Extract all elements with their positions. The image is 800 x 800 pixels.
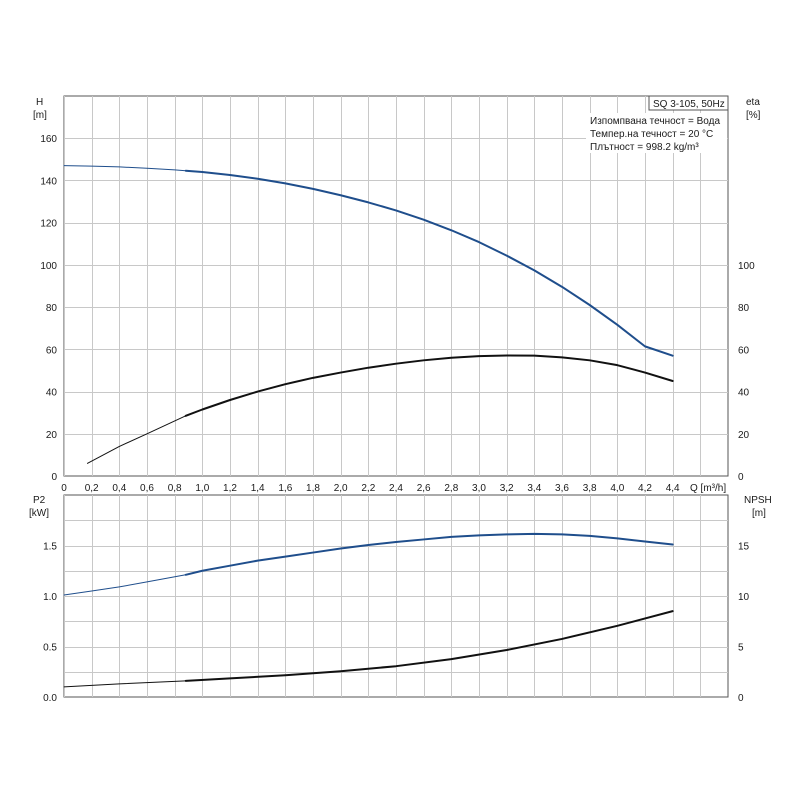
top-gridlines	[64, 96, 728, 476]
temperature-note: Темпер.на течност = 20 °C	[590, 129, 713, 140]
power-curve	[184, 532, 674, 576]
x-tick-label: 1,8	[306, 483, 320, 494]
info-backdrop	[586, 113, 727, 153]
p2-tick-label: 1.5	[43, 542, 57, 553]
npsh-axis-unit: [m]	[752, 508, 766, 519]
bottom-series	[63, 532, 674, 688]
top-right-tick-labels: 0 20 40 60 80 100	[738, 261, 755, 483]
x-tick-label: 3,0	[472, 483, 486, 494]
x-tick-label: 2,0	[334, 483, 348, 494]
x-tick-label: 4,4	[666, 483, 680, 494]
x-tick-label: 1,0	[195, 483, 209, 494]
x-tick-label: 2,4	[389, 483, 403, 494]
x-tick-label: 3,4	[527, 483, 541, 494]
bottom-right-tick-labels: 0 5 10 15	[738, 542, 750, 705]
x-tick-label: 2,6	[417, 483, 431, 494]
bottom-plot: 0.0 0.5 1.0 1.5 0 5 10 15 P2 [kW] NPSH [m]	[29, 494, 772, 705]
h-axis-label: H	[36, 97, 43, 108]
p2-tick-label: 0.5	[43, 643, 57, 654]
h-tick-label: 160	[40, 134, 57, 145]
power-curve-extended	[63, 574, 187, 596]
eta-axis-unit: [%]	[746, 110, 761, 121]
title-box	[648, 95, 729, 111]
h-tick-label: 140	[40, 176, 57, 187]
x-tick-label: 1,6	[278, 483, 292, 494]
top-plot: 0 0,2 0,4 0,6 0,8 1,0 1,2 1,4 1,6 1,8 2,0 2,2 2,4 2,6…	[33, 95, 761, 494]
p2-axis-label: P2	[33, 495, 46, 506]
top-series	[63, 165, 674, 464]
x-tick-label: 2,8	[444, 483, 458, 494]
head-curve	[184, 169, 674, 357]
h-tick-label: 80	[46, 303, 58, 314]
x-tick-label: 3,6	[555, 483, 569, 494]
x-tick-label: 4,2	[638, 483, 652, 494]
eta-tick-label: 100	[738, 261, 755, 272]
x-tick-label: 2,2	[361, 483, 375, 494]
npsh-axis-label: NPSH	[744, 495, 772, 506]
chart-title: SQ 3-105, 50Hz	[653, 99, 725, 110]
top-left-tick-labels: 0 20 40 60 80 100 120 140 160	[40, 134, 57, 483]
eta-axis-label: eta	[746, 97, 760, 108]
npsh-tick-label: 10	[738, 592, 750, 603]
x-tick-label: 0,8	[168, 483, 182, 494]
x-tick-label: 0,4	[112, 483, 126, 494]
h-axis-unit: [m]	[33, 110, 47, 121]
x-tick-label: 3,8	[583, 483, 597, 494]
efficiency-curve-extended	[87, 415, 187, 464]
eta-tick-label: 80	[738, 303, 750, 314]
p2-tick-label: 1.0	[43, 592, 57, 603]
head-curve-extended	[63, 165, 187, 172]
npsh-curve-extended	[63, 680, 187, 688]
x-tick-label: 0,6	[140, 483, 154, 494]
x-tick-label: 1,4	[251, 483, 265, 494]
q-axis-label: Q [m³/h]	[690, 483, 726, 494]
x-tick-label: 4,0	[610, 483, 624, 494]
bottom-left-tick-labels: 0.0 0.5 1.0 1.5	[43, 542, 57, 705]
npsh-tick-label: 15	[738, 542, 750, 553]
bottom-gridlines	[64, 495, 728, 697]
h-tick-label: 60	[46, 345, 58, 356]
top-x-tick-labels: 0 0,2 0,4 0,6 0,8 1,0 1,2 1,4 1,6 1,8 2,0 2,2 2,4 2,6…	[61, 483, 680, 494]
h-tick-label: 20	[46, 430, 58, 441]
npsh-curve	[184, 610, 674, 682]
x-tick-label: 3,2	[500, 483, 514, 494]
h-tick-label: 120	[40, 219, 57, 230]
efficiency-curve	[184, 354, 674, 417]
p2-axis-unit: [kW]	[29, 508, 49, 519]
eta-tick-label: 60	[738, 345, 750, 356]
npsh-tick-label: 5	[738, 643, 744, 654]
h-tick-label: 40	[46, 388, 58, 399]
density-note: Плътност = 998.2 kg/m³	[590, 142, 699, 153]
x-tick-label: 0	[61, 483, 67, 494]
x-tick-label: 1,2	[223, 483, 237, 494]
eta-tick-label: 20	[738, 430, 750, 441]
h-tick-label: 100	[40, 261, 57, 272]
eta-tick-label: 0	[738, 472, 744, 483]
x-tick-label: 0,2	[85, 483, 99, 494]
p2-tick-label: 0.0	[43, 693, 57, 704]
eta-tick-label: 40	[738, 388, 750, 399]
npsh-tick-label: 0	[738, 693, 744, 704]
h-tick-label: 0	[51, 472, 57, 483]
fluid-note: Изпомпвана течност = Вода	[590, 116, 720, 127]
